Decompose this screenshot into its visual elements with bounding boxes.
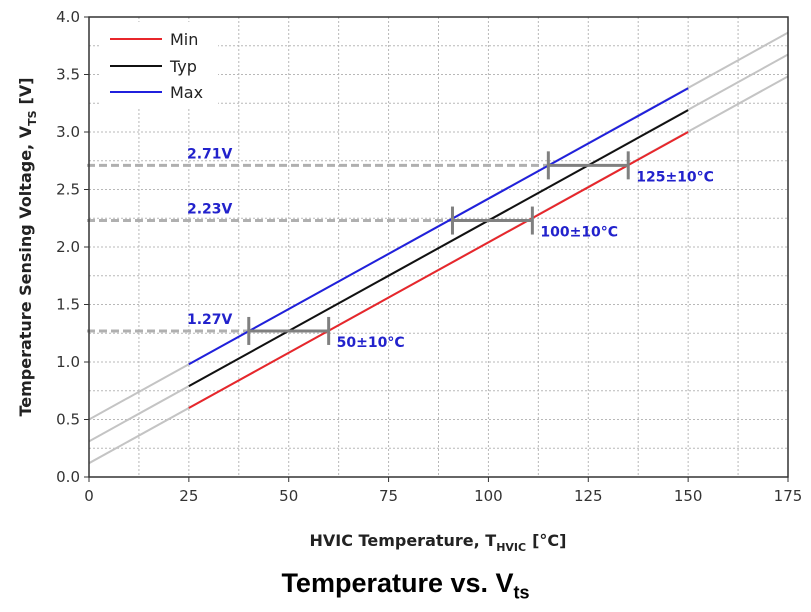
series-line-min	[188, 131, 689, 409]
axis-ticks: 0 25 50 75 100 125 150 175 0.0 0.5 1.0 1.5 2.0 2.5 3.0…	[56, 8, 802, 505]
y-tick-label: 2.5	[56, 181, 80, 199]
x-tick-label: 125	[574, 487, 603, 505]
x-tick-label: 25	[179, 487, 198, 505]
x-axis-title-unit: [°C]	[532, 531, 566, 550]
y-tick-label: 0.5	[56, 411, 80, 429]
temperature-voltage-chart: 0 25 50 75 100 125 150 175 0.0 0.5 1.0 1.5 2.0 2.5 3.0…	[16, 8, 802, 554]
x-axis-title-main: HVIC Temperature, T	[310, 531, 497, 550]
y-tick-label: 2.0	[56, 238, 80, 256]
y-axis-title-sub: TS	[26, 110, 39, 126]
legend: Min Typ Max	[100, 22, 218, 108]
legend-label-typ: Typ	[169, 57, 197, 76]
temperature-range-label: 125±10°C	[636, 169, 714, 185]
voltage-label: 2.23V	[187, 202, 233, 218]
y-tick-label: 1.0	[56, 353, 80, 371]
y-tick-label: 3.5	[56, 66, 80, 84]
y-tick-label: 1.5	[56, 296, 80, 314]
x-tick-label: 0	[84, 487, 94, 505]
series-line-max	[188, 87, 689, 366]
y-axis-title-unit: [V]	[16, 77, 35, 104]
x-axis-title: HVIC Temperature, THVIC [°C]	[310, 531, 567, 554]
temperature-range-label: 100±10°C	[540, 225, 618, 241]
y-axis-title-main: Temperature Sensing Voltage, V	[16, 125, 35, 416]
figure-caption: Temperature vs. Vts	[0, 568, 811, 603]
x-tick-label: 75	[379, 487, 398, 505]
x-axis-title-sub: HVIC	[496, 541, 526, 554]
x-tick-label: 175	[774, 487, 803, 505]
caption-subscript: ts	[513, 582, 530, 603]
caption-text: Temperature vs. V	[281, 568, 514, 598]
annotation-bars	[247, 151, 630, 345]
annotation-lines	[87, 163, 549, 333]
y-tick-label: 0.0	[56, 468, 80, 486]
x-tick-label: 50	[279, 487, 298, 505]
legend-label-max: Max	[170, 83, 203, 102]
voltage-label: 2.71V	[187, 146, 233, 162]
legend-label-min: Min	[170, 30, 198, 49]
data-series	[188, 87, 689, 409]
voltage-label: 1.27V	[187, 312, 233, 328]
temperature-range-label: 50±10°C	[337, 335, 405, 351]
y-axis-title: Temperature Sensing Voltage, VTS [V]	[16, 77, 39, 416]
x-tick-label: 150	[674, 487, 703, 505]
y-tick-label: 4.0	[56, 8, 80, 26]
series-line-typ	[188, 109, 689, 388]
y-tick-label: 3.0	[56, 123, 80, 141]
annotation-labels: 1.27V 50±10°C 2.23V 100±10°C 2.71V 125±10°C	[187, 146, 714, 351]
x-tick-label: 100	[474, 487, 503, 505]
